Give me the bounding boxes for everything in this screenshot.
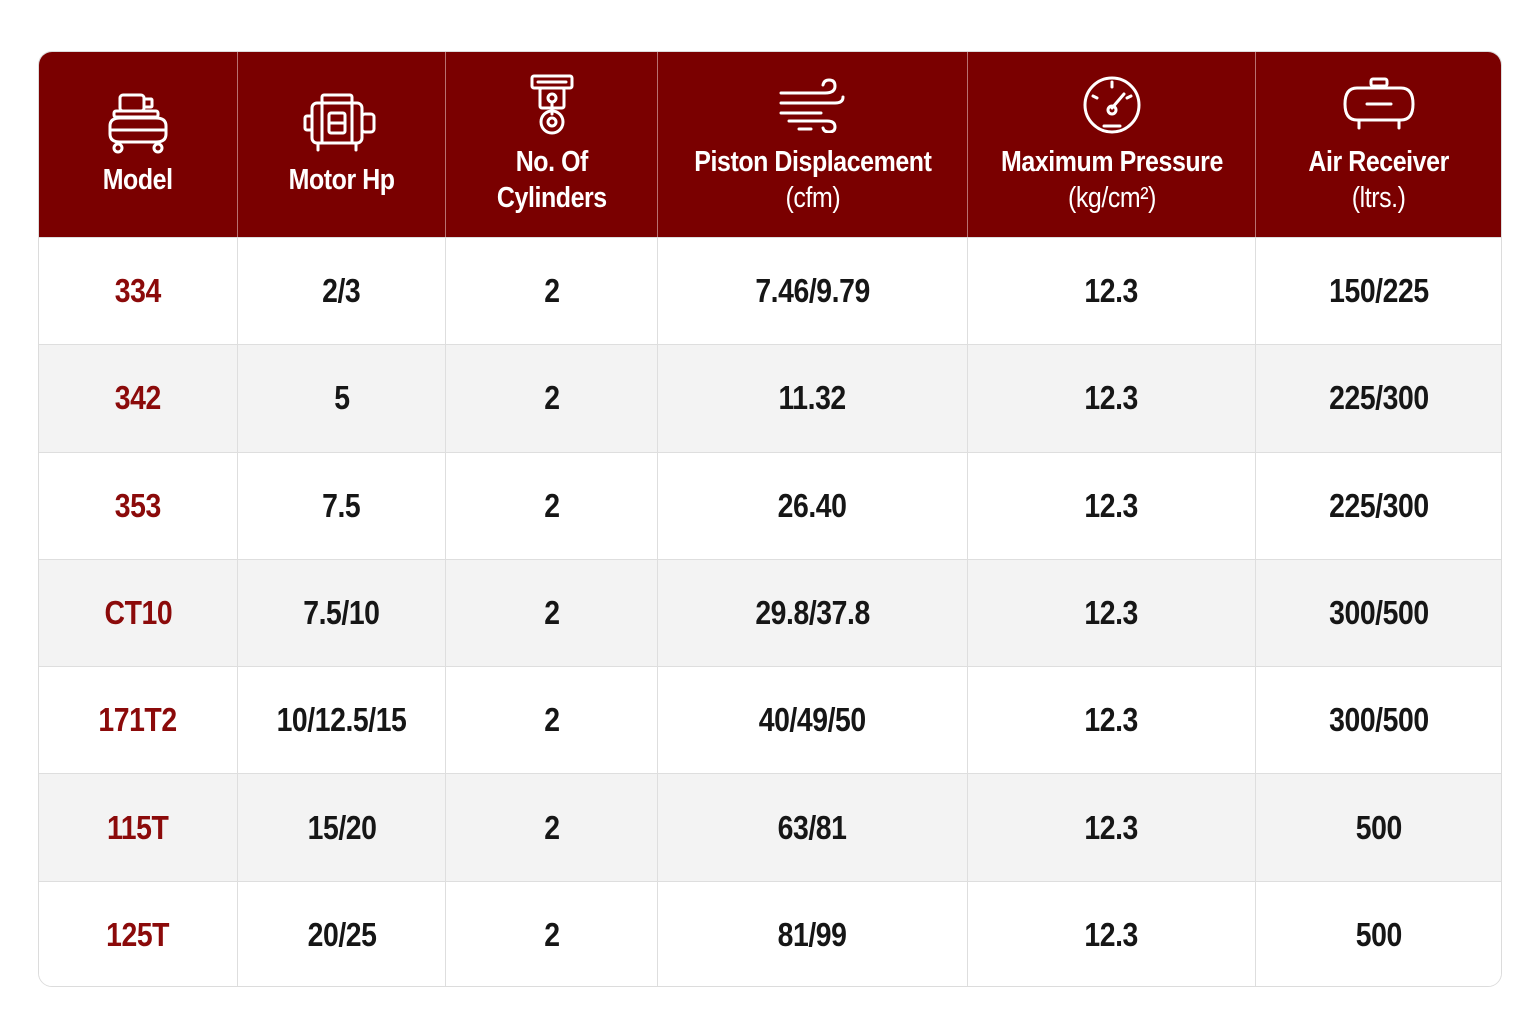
- header-motor-hp: Motor Hp: [238, 52, 447, 237]
- displacement-cell: 11.32: [658, 345, 968, 452]
- pressure-cell: 12.3: [968, 559, 1257, 667]
- cylinders-cell: 2: [446, 667, 659, 774]
- header-label: Piston Displacement: [693, 145, 932, 178]
- model-cell: 342: [39, 345, 238, 452]
- table-row: 342 5 2 11.32 12.3 225/300: [39, 344, 1501, 452]
- air-receiver-cell: 225/300: [1328, 379, 1429, 417]
- air-receiver-cell: 300/500: [1328, 701, 1429, 739]
- model-cell: 125T: [39, 881, 238, 986]
- model-cell: 334: [39, 238, 238, 345]
- motor-hp-cell: 5: [238, 345, 447, 452]
- header-maximum-pressure: Maximum Pressure (kg/cm²): [968, 52, 1257, 237]
- displacement-cell: 7.46/9.79: [658, 238, 968, 345]
- motor-hp-cell: 7.5/10: [238, 559, 447, 667]
- model-cell: 353: [39, 452, 238, 559]
- header-label: No. Of: [515, 145, 589, 178]
- pressure-gauge-icon: [1080, 74, 1144, 136]
- cylinders-cell: 2: [446, 238, 659, 345]
- motor-hp-cell: 7.5: [238, 452, 447, 559]
- displacement-cell: 26.40: [658, 452, 968, 559]
- displacement-cell: 40/49/50: [658, 667, 968, 774]
- airflow-icon: [777, 74, 847, 136]
- header-sub: (cfm): [785, 181, 840, 214]
- cylinders-cell: 2: [446, 345, 659, 452]
- table-row: 353 7.5 2 26.40 12.3 225/300: [39, 451, 1501, 559]
- motor-icon: [302, 92, 382, 154]
- cylinders-cell: 2: [446, 559, 659, 667]
- header-cylinders: No. Of Cylinders: [446, 52, 659, 237]
- motor-hp-cell: 2/3: [238, 238, 447, 345]
- header-label: Motor Hp: [288, 163, 395, 196]
- cylinders-cell: 2: [446, 881, 659, 986]
- table-header-row: Model Motor Hp: [39, 52, 1501, 237]
- air-receiver-cell: 500: [1355, 915, 1402, 953]
- table-body: 334 2/3 2 7.46/9.79 12.3 150/225 342 5 2…: [39, 237, 1501, 986]
- pressure-cell: 12.3: [968, 667, 1257, 774]
- pressure-cell: 12.3: [968, 238, 1257, 345]
- air-receiver-cell: 225/300: [1328, 486, 1429, 524]
- header-piston-displacement: Piston Displacement (cfm): [658, 52, 968, 237]
- cylinders-cell: 2: [446, 452, 659, 559]
- pressure-cell: 12.3: [968, 881, 1257, 986]
- pressure-cell: 12.3: [968, 774, 1257, 881]
- header-air-receiver: Air Receiver (ltrs.): [1256, 52, 1501, 237]
- model-cell: 115T: [39, 774, 238, 881]
- header-label: Maximum Pressure: [1000, 145, 1223, 178]
- header-sub: (kg/cm²): [1067, 181, 1156, 214]
- table-row: 115T 15/20 2 63/81 12.3 500: [39, 773, 1501, 881]
- header-sub: Cylinders: [496, 181, 607, 214]
- motor-hp-cell: 10/12.5/15: [238, 667, 447, 774]
- motor-hp-cell: 20/25: [238, 881, 447, 986]
- air-receiver-cell: 500: [1355, 808, 1402, 846]
- displacement-cell: 29.8/37.8: [658, 559, 968, 667]
- header-label: Air Receiver: [1308, 145, 1449, 178]
- model-cell: 171T2: [39, 667, 238, 774]
- air-receiver-cell: 150/225: [1328, 272, 1429, 310]
- displacement-cell: 81/99: [658, 881, 968, 986]
- table-row: 125T 20/25 2 81/99 12.3 500: [39, 880, 1501, 986]
- pressure-cell: 12.3: [968, 452, 1257, 559]
- air-receiver-cell: 300/500: [1328, 594, 1429, 632]
- header-sub: (ltrs.): [1351, 181, 1406, 214]
- cylinder-icon: [526, 74, 578, 136]
- pressure-cell: 12.3: [968, 345, 1257, 452]
- displacement-cell: 63/81: [658, 774, 968, 881]
- table-row: 171T2 10/12.5/15 2 40/49/50 12.3 300/500: [39, 666, 1501, 774]
- air-tank-icon: [1341, 74, 1417, 136]
- header-label: Model: [102, 163, 173, 196]
- model-cell: CT10: [39, 559, 238, 667]
- table-row: 334 2/3 2 7.46/9.79 12.3 150/225: [39, 237, 1501, 345]
- cylinders-cell: 2: [446, 774, 659, 881]
- compressor-icon: [102, 92, 174, 154]
- table-row: CT10 7.5/10 2 29.8/37.8 12.3 300/500: [39, 558, 1501, 667]
- header-model: Model: [39, 52, 238, 237]
- spec-table: Model Motor Hp: [38, 51, 1502, 987]
- motor-hp-cell: 15/20: [238, 774, 447, 881]
